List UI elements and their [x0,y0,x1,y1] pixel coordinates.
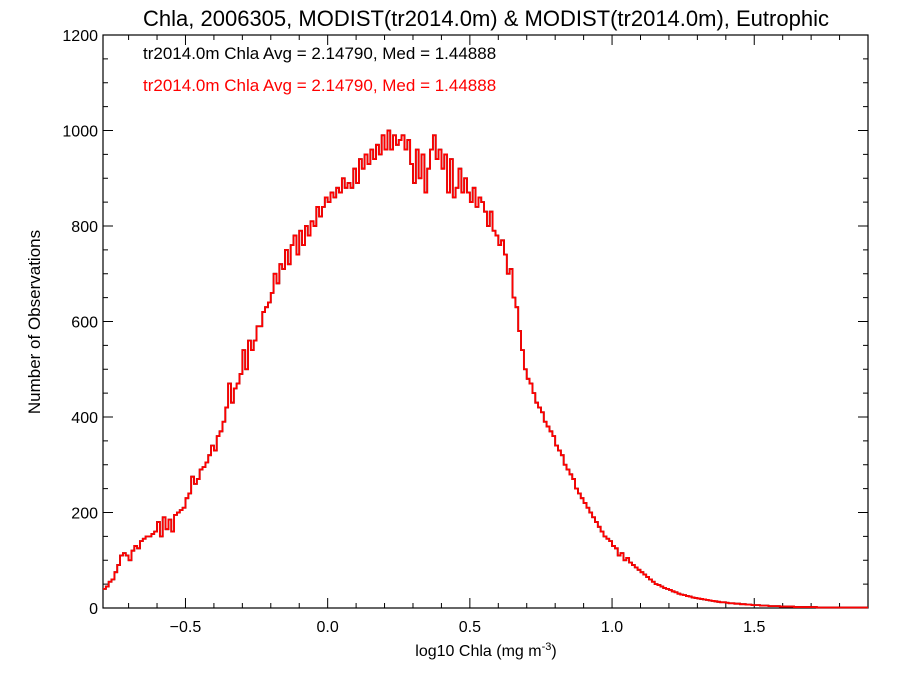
y-tick-label: 1000 [62,124,98,141]
x-axis-label-main: log10 Chla (mg m [415,643,541,660]
x-tick-label: 0.0 [317,619,339,636]
x-axis-label-sup: -3 [542,641,552,653]
x-tick-label: 1.5 [743,619,765,636]
y-tick-label: 400 [71,410,98,427]
histogram-series-red [103,129,868,609]
y-axis-label: Number of Observations [25,230,44,414]
chart-title: Chla, 2006305, MODIST(tr2014.0m) & MODIS… [143,6,829,31]
plot-frame [102,34,869,609]
plot-area: −0.5 0.0 0.5 1.0 1.5 0 200 400 600 800 1000 1200 [62,28,869,636]
y-tick-label: 1200 [62,28,98,45]
annotation-black: tr2014.0m Chla Avg = 2.14790, Med = 1.44… [143,44,496,63]
annotation-red: tr2014.0m Chla Avg = 2.14790, Med = 1.44… [143,76,496,95]
y-tick-label: 800 [71,219,98,236]
histogram-series-black [103,129,868,609]
y-tick-label: 0 [89,601,98,618]
x-tick-label: 1.0 [601,619,623,636]
x-tick-label: −0.5 [170,619,202,636]
y-tick-label: 600 [71,315,98,332]
x-axis-label-close: ) [551,643,556,660]
y-tick-label: 200 [71,506,98,523]
x-axis-label: log10 Chla (mg m-3) [415,641,556,660]
x-tick-label: 0.5 [459,619,481,636]
